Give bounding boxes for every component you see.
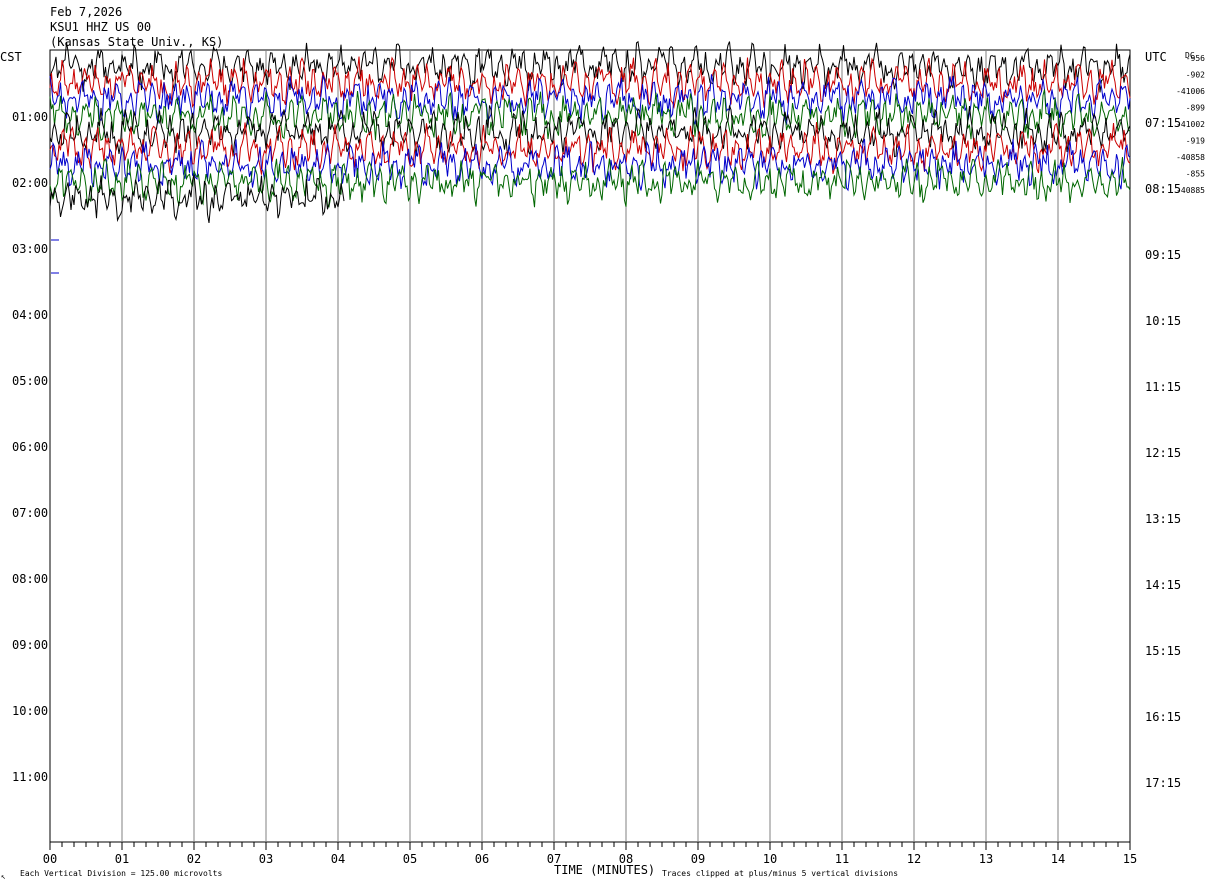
right-hour-labels: UTC 07:15 08:15 09:15 10:15 11:15 12:15 13:15 14… bbox=[1145, 50, 1181, 790]
dc-offset-value: -41002 bbox=[1176, 120, 1205, 129]
x-tick-label: 00 bbox=[43, 852, 57, 866]
left-hour-label: 09:00 bbox=[12, 638, 48, 652]
right-hour-label: 10:15 bbox=[1145, 314, 1181, 328]
right-hour-label: 16:15 bbox=[1145, 710, 1181, 724]
trace-row-0 bbox=[49, 40, 1131, 93]
dc-offset-value: -855 bbox=[1186, 170, 1205, 179]
left-hour-label: 05:00 bbox=[12, 374, 48, 388]
x-tick-label: 12 bbox=[907, 852, 921, 866]
x-axis: 00 01 02 03 04 05 06 07 08 09 10 11 12 13 14 15 bbox=[43, 842, 1137, 866]
x-tick-label: 14 bbox=[1051, 852, 1065, 866]
scale-note: Each Vertical Division = 125.00 microvol… bbox=[20, 869, 222, 878]
right-hour-label: 08:15 bbox=[1145, 182, 1181, 196]
x-tick-label: 09 bbox=[691, 852, 705, 866]
x-tick-label: 06 bbox=[475, 852, 489, 866]
left-hour-label: 03:00 bbox=[12, 242, 48, 256]
x-tick-label: 04 bbox=[331, 852, 345, 866]
header-location: (Kansas State Univ., KS) bbox=[50, 35, 223, 49]
dc-offset-value: -956 bbox=[1186, 54, 1205, 63]
x-tick-label: 05 bbox=[403, 852, 417, 866]
left-hour-label: 02:00 bbox=[12, 176, 48, 190]
dc-offset-value: -899 bbox=[1186, 104, 1205, 113]
dc-offset-value: -40858 bbox=[1176, 153, 1205, 162]
x-tick-label: 01 bbox=[115, 852, 129, 866]
left-hour-label: 01:00 bbox=[12, 110, 48, 124]
x-tick-label: 15 bbox=[1123, 852, 1137, 866]
left-hour-label: 06:00 bbox=[12, 440, 48, 454]
left-zone-label: CST bbox=[0, 50, 22, 64]
left-hour-label: 11:00 bbox=[12, 770, 48, 784]
left-hour-label: 10:00 bbox=[12, 704, 48, 718]
clip-note: Traces clipped at plus/minus 5 vertical … bbox=[662, 869, 898, 878]
corner-mark: ↖ bbox=[1, 872, 6, 881]
x-axis-title: TIME (MINUTES) bbox=[554, 863, 655, 877]
right-zone-label: UTC bbox=[1145, 50, 1167, 64]
x-tick-label: 08 bbox=[619, 852, 633, 866]
x-tick-label: 10 bbox=[763, 852, 777, 866]
right-hour-label: 14:15 bbox=[1145, 578, 1181, 592]
x-tick-label: 13 bbox=[979, 852, 993, 866]
dc-offset-value: -919 bbox=[1186, 137, 1205, 146]
seismic-traces bbox=[49, 40, 1131, 223]
dc-label: DC bbox=[1185, 51, 1195, 60]
left-hour-label: 08:00 bbox=[12, 572, 48, 586]
trace-row-1 bbox=[49, 56, 1131, 109]
header-date: Feb 7,2026 bbox=[50, 5, 122, 19]
trace-row-6 bbox=[49, 138, 1131, 192]
left-hour-label: 04:00 bbox=[12, 308, 48, 322]
x-tick-label: 11 bbox=[835, 852, 849, 866]
dc-offset-value: -902 bbox=[1186, 71, 1205, 80]
right-hour-label: 07:15 bbox=[1145, 116, 1181, 130]
x-tick-label: 02 bbox=[187, 852, 201, 866]
right-hour-label: 09:15 bbox=[1145, 248, 1181, 262]
dc-offset-value: -41006 bbox=[1176, 87, 1205, 96]
left-hour-labels: 01:00 02:00 03:00 04:00 05:00 06:00 07:00 08:00… bbox=[12, 110, 48, 784]
x-tick-label: 07 bbox=[547, 852, 561, 866]
dc-offset-labels: -956 -902 -41006 -899 -41002 -919 -40858 -855 -4… bbox=[1176, 54, 1205, 195]
right-hour-label: 12:15 bbox=[1145, 446, 1181, 460]
trace-row-8 bbox=[49, 174, 345, 223]
trace-row-2 bbox=[49, 74, 1131, 125]
header-station: KSU1 HHZ US 00 bbox=[50, 20, 151, 34]
right-hour-label: 11:15 bbox=[1145, 380, 1181, 394]
right-hour-label: 17:15 bbox=[1145, 776, 1181, 790]
x-tick-label: 03 bbox=[259, 852, 273, 866]
trace-row-3 bbox=[49, 89, 1131, 142]
trace-row-4 bbox=[49, 105, 1131, 158]
right-hour-label: 13:15 bbox=[1145, 512, 1181, 526]
right-hour-label: 15:15 bbox=[1145, 644, 1181, 658]
dc-offset-value: -40885 bbox=[1176, 186, 1205, 195]
trace-row-7 bbox=[49, 157, 1131, 208]
left-hour-label: 07:00 bbox=[12, 506, 48, 520]
